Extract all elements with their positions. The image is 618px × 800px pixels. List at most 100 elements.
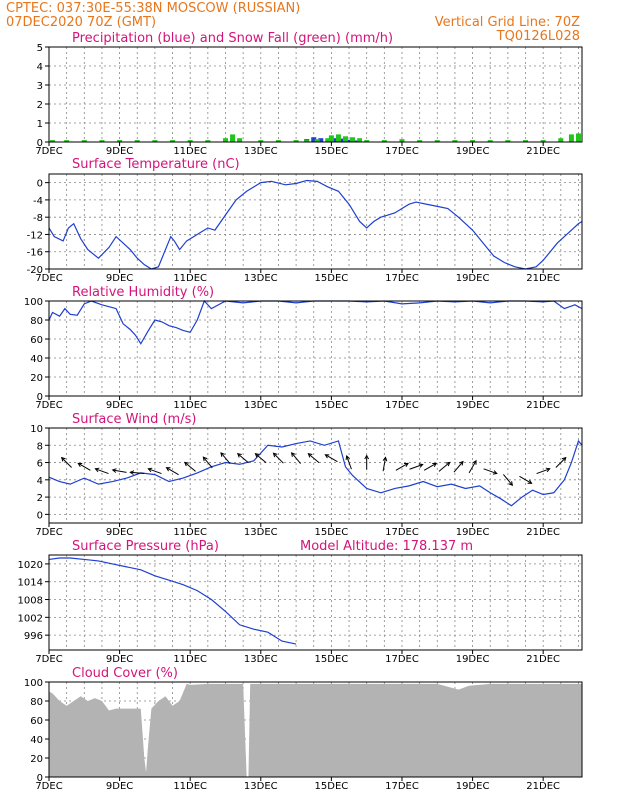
wind-arrow [60,456,72,468]
y-tick-label: 100 [24,678,43,689]
precip-bar-precipitation [332,138,338,142]
precip-bar-snow-fall [314,139,320,142]
wind-arrow [290,452,301,464]
wind-series-line [48,439,583,507]
wind-arrow [147,467,162,475]
header-grid-line-note: Vertical Grid Line: 70Z [435,15,580,30]
date-label: 11DEC [173,654,207,665]
wind-arrow-shaft [255,453,267,464]
humidity-panel: Relative Humidity (%) 0 20 40 60 80 100 7DEC 9D… [24,285,583,411]
wind-arrow-shaft [184,461,196,472]
wind-arrow-head [492,470,498,475]
date-label: 9DEC [106,273,133,284]
wind-arrow-head [94,467,100,473]
wind-arrow-shaft [112,469,127,473]
date-label: 19DEC [456,527,490,538]
precip-bar-snow-fall [275,140,281,142]
date-label: 21DEC [526,781,560,792]
wind-arrow-head [307,453,313,458]
wind-arrow-head [445,461,451,467]
wind-arrow [438,461,451,472]
wind-arrow-head [147,467,153,473]
wind-panel: Surface Wind (m/s) 0 2 4 6 8 10 7DEC 9DEC 11DEC 1… [30,412,583,538]
precip-bar-precipitation [346,139,352,142]
date-label: 17DEC [385,273,419,284]
precip-bar-snow-fall [170,140,176,142]
temp-series-line [48,179,583,270]
precip-bar-snow-fall [50,140,56,142]
wind-arrow [236,453,249,464]
wind-arrow-shaft [536,468,550,475]
wind-arrow-shaft [423,462,437,471]
date-label: 15DEC [315,400,349,411]
precipitation-panel: Precipitation (blue) and Snow Fall (gree… [35,31,583,157]
precip-bar-snow-fall [350,137,356,142]
precip-bar-snow-fall [568,134,574,142]
wind-arrow-head [382,456,388,462]
y-tick-label: 0 [37,392,43,403]
date-label: 17DEC [385,654,419,665]
date-label: 21DEC [526,527,560,538]
y-tick-label: 1020 [18,560,43,571]
precip-bar-snow-fall [81,140,87,142]
precip-bar-precipitation [311,137,317,142]
wind-arrow-shaft [273,452,284,464]
precip-bar-snow-fall [558,138,564,142]
date-label: 15DEC [315,273,349,284]
wind-arrow [165,467,179,476]
wind-arrow [423,462,438,471]
wind-arrow-shaft [325,454,338,463]
y-tick-label: 2 [37,100,43,111]
plot-frame [48,173,583,270]
header-model-code: TQ0126L028 [496,29,580,44]
temperature-title: Surface Temperature (nC) [72,157,240,172]
wind-arrow-shaft [395,462,409,471]
wind-arrow [395,462,409,471]
date-label: 7DEC [35,781,62,792]
y-tick-label: 1002 [18,613,43,624]
pressure-panel: Surface Pressure (hPa) Model Altitude: 1… [18,539,583,665]
y-tick-label: 2 [37,493,43,504]
precip-bar-snow-fall [523,140,529,142]
precip-bar-snow-fall [222,138,228,142]
date-label: 15DEC [315,146,349,157]
date-label: 15DEC [315,527,349,538]
wind-arrow-shaft [148,468,162,475]
wind-arrow [555,456,567,468]
date-label: 11DEC [173,146,207,157]
date-label: 17DEC [385,146,419,157]
y-tick-label: 6 [37,459,43,470]
precip-bar-snow-fall [487,140,493,142]
precip-bar-precipitation [353,140,359,142]
wind-arrow-shaft [438,461,451,472]
plot-frame [48,427,583,524]
wind-arrow [94,467,109,475]
date-label: 7DEC [35,654,62,665]
wind-arrow-shaft [77,462,91,471]
date-label: 7DEC [35,146,62,157]
precip-bar-snow-fall [434,140,440,142]
y-tick-label: -4 [33,196,43,207]
wind-arrow [364,454,370,470]
wind-arrow-shaft [519,475,532,484]
date-label: 11DEC [173,781,207,792]
wind-arrow [111,468,127,473]
wind-arrow-head [345,454,350,460]
date-label: 9DEC [106,146,133,157]
wind-arrow-head [129,470,135,475]
date-label: 17DEC [385,400,419,411]
date-label: 19DEC [456,146,490,157]
pressure-series-line [48,557,297,645]
cloud-cover-title: Cloud Cover (%) [72,666,178,681]
y-tick-label: 1014 [18,578,43,589]
wind-arrow [202,456,213,469]
y-tick-label: 40 [30,354,43,365]
date-label: 17DEC [385,781,419,792]
wind-arrow-shaft [468,460,477,474]
wind-arrow-head [236,453,242,458]
precip-bar-snow-fall [99,140,105,142]
precip-bar-snow-fall [304,140,310,142]
date-label: 9DEC [106,654,133,665]
plot-frame [48,681,583,778]
wind-arrow-shaft [453,461,464,473]
